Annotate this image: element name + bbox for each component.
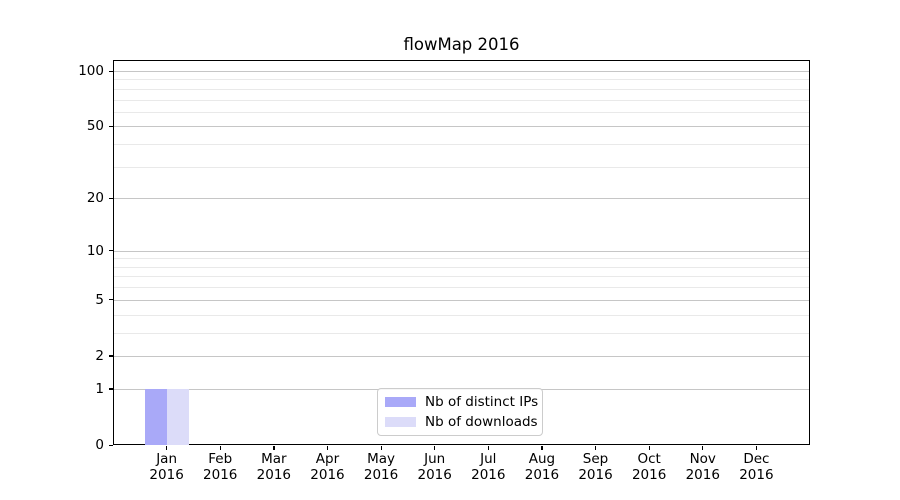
plot-area [113, 60, 810, 445]
x-tick-year: 2016 [685, 466, 720, 483]
bar-nb-of-distinct-ips-jan [144, 388, 167, 445]
bar-nb-of-downloads-jan [166, 388, 189, 445]
x-tick-month: Feb [208, 451, 233, 467]
x-tick-year: 2016 [363, 466, 399, 483]
x-tick-year: 2016 [471, 466, 506, 483]
y-tick-mark [108, 197, 113, 199]
x-tick-mark [273, 445, 275, 450]
x-tick-mark [380, 445, 382, 450]
gridline-minor [114, 266, 809, 268]
y-tick-label: 50 [86, 118, 104, 135]
legend: Nb of distinct IPs Nb of downloads [377, 388, 543, 436]
x-tick-mark [755, 445, 758, 450]
x-tick-year: 2016 [524, 466, 560, 483]
y-tick-mark [108, 299, 113, 301]
gridline-minor [114, 332, 809, 334]
x-tick-month: Dec [743, 451, 770, 467]
gridline-major [114, 198, 809, 200]
y-tick-label: 2 [95, 347, 104, 364]
x-tick-month: Jan [156, 451, 178, 467]
x-tick-month: May [367, 451, 396, 467]
y-tick-mark [108, 70, 113, 72]
x-tick-year: 2016 [631, 466, 667, 483]
gridline-minor [114, 314, 809, 316]
x-tick-label-aug: Aug 2016 [502, 451, 582, 483]
legend-swatch-downloads [385, 417, 416, 427]
gridline-major [114, 299, 809, 301]
x-tick-mark [541, 445, 543, 450]
legend-item-downloads: Nb of downloads [385, 412, 542, 432]
x-tick-year: 2016 [310, 466, 345, 483]
gridline-major [114, 71, 809, 72]
x-tick-month: Sep [582, 451, 609, 467]
legend-label-downloads: Nb of downloads [425, 414, 538, 430]
x-tick-mark [166, 445, 168, 450]
gridline-minor [114, 88, 809, 90]
x-tick-month: Aug [528, 451, 556, 467]
x-tick-mark [595, 445, 597, 450]
legend-swatch-distinct-ips [385, 397, 416, 407]
x-tick-label-jul: Jul 2016 [448, 451, 528, 483]
gridline-minor [114, 144, 809, 146]
y-tick-label: 20 [86, 190, 104, 207]
y-tick-mark [108, 125, 113, 128]
x-tick-year: 2016 [578, 466, 613, 483]
x-tick-mark [326, 445, 329, 450]
gridline-minor [114, 111, 809, 113]
x-tick-label-feb: Feb 2016 [180, 451, 260, 483]
legend-label-distinct-ips: Nb of distinct IPs [425, 394, 539, 410]
gridline-minor [114, 276, 809, 278]
chart-title: flowMap 2016 [403, 35, 520, 54]
y-tick-label: 1 [95, 380, 104, 397]
x-tick-label-jun: Jun 2016 [395, 451, 475, 483]
x-tick-label-may: May 2016 [341, 451, 421, 483]
x-tick-label-apr: Apr 2016 [287, 451, 367, 483]
x-tick-mark [219, 445, 221, 450]
x-tick-label-mar: Mar 2016 [234, 451, 314, 483]
gridline-major [114, 250, 809, 252]
y-tick-label: 10 [86, 242, 104, 259]
x-tick-month: Mar [261, 451, 287, 467]
x-tick-label-nov: Nov 2016 [663, 451, 743, 483]
y-tick-mark [108, 444, 113, 446]
x-tick-mark [487, 445, 489, 450]
x-tick-label-oct: Oct 2016 [609, 451, 689, 483]
gridline-minor [114, 258, 809, 260]
x-tick-month: Apr [315, 451, 340, 467]
x-tick-month: Jun [424, 451, 446, 467]
gridline-major [114, 126, 809, 128]
x-tick-month: Jul [480, 451, 497, 467]
gridline-minor [114, 166, 809, 168]
x-tick-mark [434, 445, 436, 450]
x-tick-month: Oct [637, 451, 661, 467]
x-tick-label-jan: Jan 2016 [127, 451, 207, 483]
gridline-minor [114, 79, 809, 81]
x-tick-year: 2016 [256, 466, 292, 483]
gridline-major [114, 355, 809, 357]
y-tick-mark [108, 388, 113, 390]
x-tick-mark [648, 445, 650, 450]
y-tick-mark [108, 250, 113, 252]
y-tick-label: 0 [95, 437, 104, 453]
gridline-minor [114, 287, 809, 289]
gridline-minor [114, 99, 809, 101]
y-tick-mark [108, 355, 113, 357]
x-tick-year: 2016 [417, 466, 452, 483]
x-tick-year: 2016 [739, 466, 774, 483]
x-tick-label-dec: Dec 2016 [716, 451, 796, 483]
x-tick-month: Nov [689, 451, 716, 467]
x-tick-year: 2016 [149, 466, 184, 483]
x-tick-label-sep: Sep 2016 [556, 451, 636, 483]
y-tick-label: 5 [95, 291, 104, 308]
y-tick-label: 100 [78, 63, 104, 79]
legend-item-distinct-ips: Nb of distinct IPs [385, 392, 542, 412]
x-tick-mark [702, 445, 704, 450]
x-tick-year: 2016 [203, 466, 238, 483]
